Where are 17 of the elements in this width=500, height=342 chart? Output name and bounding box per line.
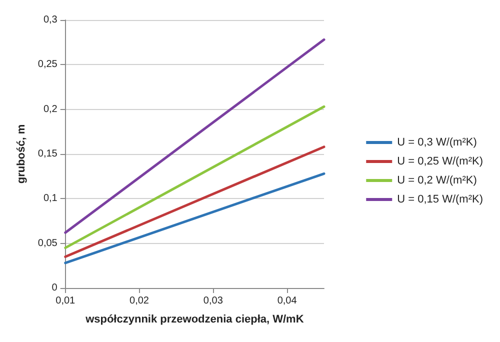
y-tick-label: 0,3: [43, 14, 58, 26]
x-tick-label: 0,02: [130, 296, 150, 306]
legend-label: U = 0,25 W/(m²K): [397, 156, 483, 168]
y-tick-label: 0,05: [38, 238, 58, 249]
x-axis-title: współczynnik przewodzenia ciepła, W/mK: [84, 314, 304, 326]
y-tick-label: 0,2: [43, 104, 58, 115]
y-tick-label: 0,25: [38, 59, 58, 70]
x-tick-label: 0,01: [56, 296, 76, 306]
y-axis-title: grubość, m: [16, 124, 28, 184]
x-tick-label: 0,03: [203, 296, 224, 306]
legend-label: U = 0,3 W/(m²K): [397, 136, 477, 148]
y-tick-label: 0,1: [43, 193, 58, 204]
y-tick-label: 0,15: [38, 148, 58, 160]
y-tick-label: 0: [52, 282, 58, 294]
legend-label: U = 0,2 W/(m²K): [397, 174, 477, 186]
legend-label: U = 0,15 W/(m²K): [397, 194, 483, 206]
x-tick-label: 0,04: [277, 296, 298, 306]
